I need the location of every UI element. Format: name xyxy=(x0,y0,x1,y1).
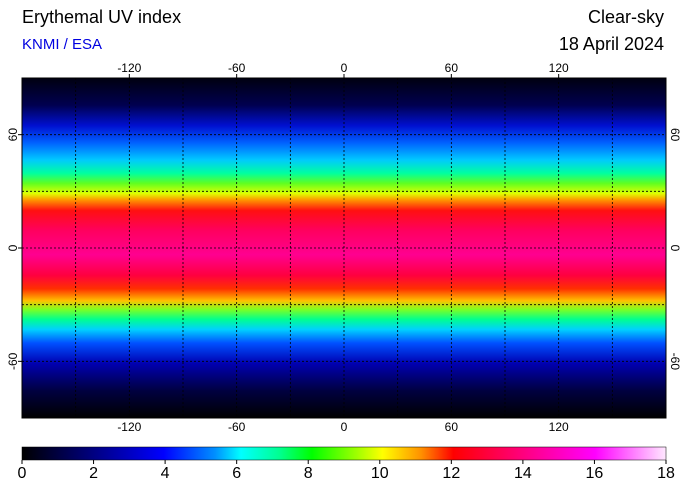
lon-label-top: 0 xyxy=(341,61,348,75)
lat-label-left: -60 xyxy=(6,352,20,370)
lon-label-top: 120 xyxy=(549,61,569,75)
colorbar-label: 12 xyxy=(442,465,460,482)
colorbar-label: 6 xyxy=(232,465,241,482)
lat-label-right: 0 xyxy=(668,245,682,252)
lat-label-right: -60 xyxy=(668,353,682,371)
colorbar-label: 18 xyxy=(657,465,675,482)
lon-label-bottom: -60 xyxy=(228,420,246,434)
colorbar-label: 4 xyxy=(161,465,170,482)
colorbar xyxy=(21,446,667,461)
graticule xyxy=(22,78,666,418)
colorbar-label: 10 xyxy=(371,465,389,482)
colorbar-label: 8 xyxy=(304,465,313,482)
date: 18 April 2024 xyxy=(559,34,664,54)
lat-label-left: 60 xyxy=(6,128,20,142)
lon-label-bottom: -120 xyxy=(117,420,141,434)
lat-label-left: 0 xyxy=(6,244,20,251)
mode: Clear-sky xyxy=(588,7,664,27)
lon-label-bottom: 60 xyxy=(445,420,459,434)
source: KNMI / ESA xyxy=(22,36,102,53)
colorbar-label: 2 xyxy=(89,465,98,482)
colorbar-label: 14 xyxy=(514,465,532,482)
lon-label-top: -60 xyxy=(228,61,246,75)
lon-label-bottom: 120 xyxy=(549,420,569,434)
title: Erythemal UV index xyxy=(22,7,181,27)
lon-label-bottom: 0 xyxy=(341,420,348,434)
colorbar-label: 0 xyxy=(18,465,27,482)
lat-label-right: 60 xyxy=(668,128,682,142)
lon-label-top: 60 xyxy=(445,61,459,75)
lon-label-top: -120 xyxy=(117,61,141,75)
colorbar-label: 16 xyxy=(586,465,604,482)
